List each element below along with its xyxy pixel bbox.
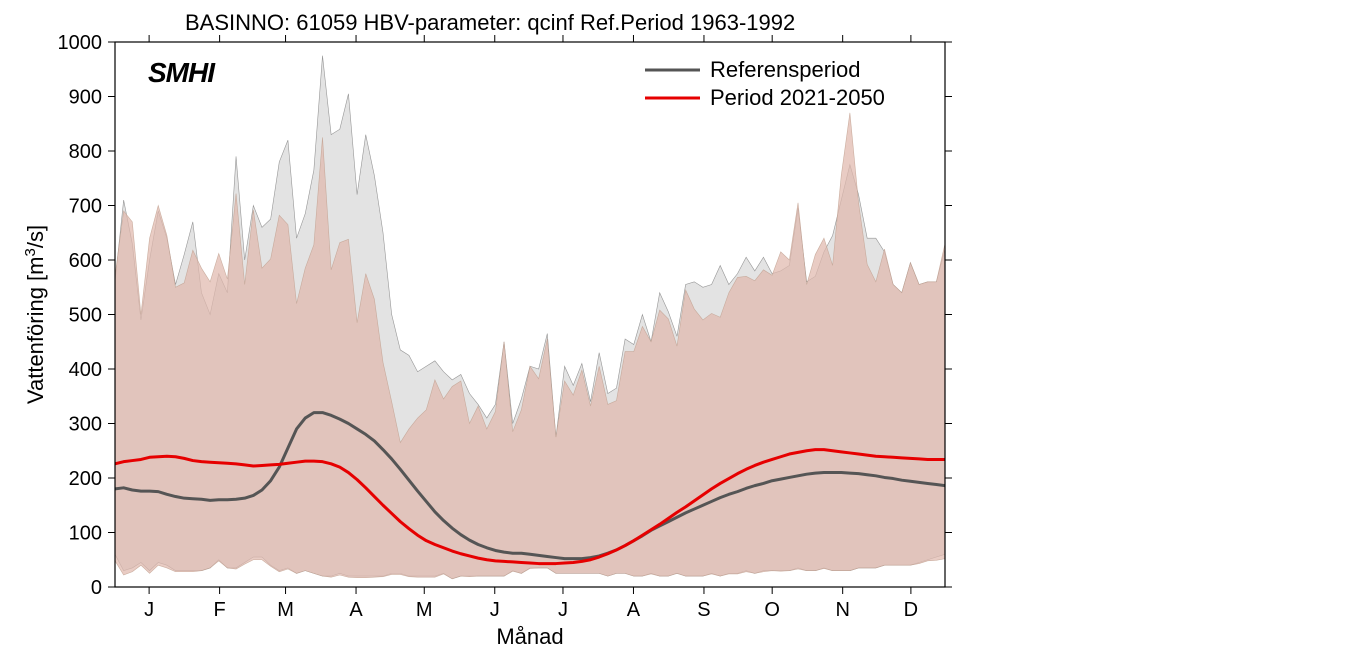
svg-text:600: 600 [69, 250, 102, 272]
svg-text:200: 200 [69, 468, 102, 490]
svg-text:SMHI: SMHI [148, 57, 216, 88]
svg-text:0: 0 [91, 577, 102, 599]
svg-text:Period 2021-2050: Period 2021-2050 [710, 85, 885, 110]
svg-text:900: 900 [69, 87, 102, 109]
chart-svg: 0 100 200 300 400 500 600 700 800 900 1000 J F M A M J J A… [0, 0, 1347, 653]
svg-text:700: 700 [69, 196, 102, 218]
svg-text:A: A [349, 599, 363, 621]
svg-text:J: J [144, 599, 154, 621]
svg-text:Månad: Månad [496, 624, 563, 649]
svg-text:500: 500 [69, 305, 102, 327]
svg-text:J: J [558, 599, 568, 621]
svg-text:D: D [904, 599, 918, 621]
svg-text:800: 800 [69, 141, 102, 163]
svg-text:S: S [697, 599, 710, 621]
svg-text:Referensperiod: Referensperiod [710, 57, 860, 82]
chart-container: 0 100 200 300 400 500 600 700 800 900 1000 J F M A M J J A… [0, 0, 1347, 653]
svg-text:300: 300 [69, 414, 102, 436]
svg-text:1000: 1000 [58, 32, 103, 54]
svg-text:400: 400 [69, 359, 102, 381]
svg-text:BASINNO: 61059 HBV-paramete: BASINNO: 61059 HBV-parameter: qcinf Ref.… [185, 10, 795, 35]
svg-text:M: M [277, 599, 294, 621]
svg-text:M: M [416, 599, 433, 621]
svg-text:A: A [627, 599, 641, 621]
svg-text:O: O [764, 599, 780, 621]
svg-text:100: 100 [69, 523, 102, 545]
svg-text:N: N [835, 599, 849, 621]
svg-text:J: J [490, 599, 500, 621]
svg-text:F: F [213, 599, 225, 621]
